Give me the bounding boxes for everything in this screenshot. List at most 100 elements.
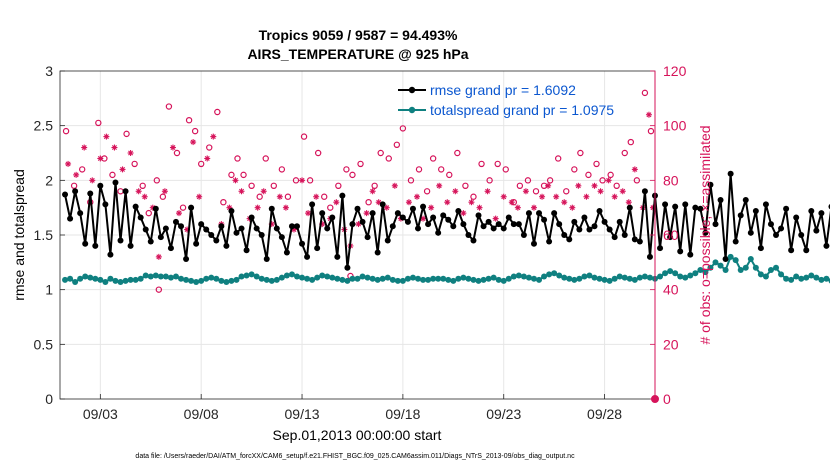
x-tick-label: 09/03 (83, 406, 118, 422)
totalspread-point (283, 272, 290, 279)
obs-possible-point (214, 108, 221, 116)
totalspread-point (157, 273, 164, 280)
rmse-point (92, 242, 99, 249)
obs-assimilated-point (204, 155, 211, 162)
obs-possible-point (145, 209, 152, 217)
y-right-tick-label: 40 (663, 282, 679, 298)
obs-possible-point (240, 171, 247, 179)
rmse-point (415, 225, 422, 232)
totalspread-point (112, 277, 119, 284)
obs-possible-point (546, 177, 554, 184)
obs-assimilated-point (611, 193, 618, 200)
totalspread-point (692, 270, 699, 277)
rmse-point (646, 253, 653, 260)
obs-possible-point (607, 171, 614, 179)
rmse-point (798, 232, 805, 238)
rmse-point (626, 204, 633, 211)
totalspread-point (183, 276, 190, 283)
totalspread-point (72, 279, 79, 286)
obs-assimilated-point (492, 215, 499, 222)
obs-assimilated-point (508, 199, 515, 206)
rmse-point (147, 238, 154, 245)
obs-assimilated-point (119, 166, 126, 173)
rmse-point (813, 227, 820, 234)
rmse-point (304, 253, 311, 260)
rmse-point (137, 214, 144, 221)
obs-possible-point (446, 171, 453, 179)
rmse-point (198, 221, 205, 228)
totalspread-point (364, 274, 371, 281)
rmse-point (687, 251, 694, 258)
obs-possible-point (278, 166, 286, 173)
totalspread-point (546, 271, 553, 278)
totalspread-point (117, 279, 124, 286)
rmse-point (102, 201, 109, 208)
obs-possible-point (335, 182, 342, 189)
rmse-point (440, 212, 447, 219)
rmse-point (778, 225, 785, 232)
rmse-point (394, 210, 401, 217)
rmse-point (167, 245, 174, 252)
y-left-tick-label: 2 (45, 172, 53, 188)
rmse-point (62, 191, 69, 198)
rmse-point (183, 256, 190, 263)
obs-possible-point (423, 188, 431, 195)
obs-possible-point (385, 155, 392, 162)
obs-layer (62, 89, 659, 403)
totalspread-point (228, 277, 235, 284)
obs-assimilated-point (530, 204, 537, 211)
totalspread-point (687, 272, 694, 279)
rmse-point (127, 242, 134, 249)
totalspread-point (636, 274, 643, 281)
x-tick-label: 09/13 (285, 406, 320, 422)
obs-possible-point (321, 193, 328, 200)
y-left-tick-label: 0 (45, 391, 53, 407)
obs-assimilated-point (553, 193, 560, 200)
rmse-point (404, 218, 411, 225)
rmse-point (515, 221, 522, 228)
rmse-point (233, 229, 240, 236)
totalspread-point (263, 276, 270, 283)
totalspread-point (722, 266, 729, 273)
x-tick-label: 09/18 (385, 406, 420, 422)
totalspread-point (530, 275, 537, 282)
rmse-point (334, 253, 341, 260)
obs-possible-point (131, 160, 138, 168)
totalspread-point (344, 277, 351, 284)
rmse-point (536, 210, 543, 217)
obs-assimilated-point (97, 155, 104, 162)
totalspread-point (551, 270, 558, 277)
obs-possible-point (470, 193, 477, 200)
rmse-point (636, 238, 643, 245)
rmse-point (213, 237, 220, 244)
totalspread-point (253, 273, 260, 280)
totalspread-point (611, 275, 618, 282)
totalspread-point (788, 276, 795, 283)
rmse-point (142, 226, 149, 233)
rmse-point (455, 207, 462, 214)
rmse-point (243, 247, 250, 254)
rmse-point (238, 225, 245, 232)
rmse-point (67, 215, 74, 222)
obs-assimilated-point (333, 199, 340, 206)
obs-possible-point (109, 171, 116, 179)
totalspread-point (268, 277, 275, 284)
rmse-point (117, 237, 124, 244)
totalspread-point (813, 274, 820, 281)
obs-possible-point (185, 116, 193, 124)
rmse-point (606, 226, 613, 233)
rmse-point (551, 210, 558, 217)
obs-possible-point (613, 182, 620, 189)
rmse-point (747, 229, 754, 236)
rmse-point (500, 225, 507, 232)
totalspread-point (82, 273, 89, 280)
totalspread-point (208, 274, 215, 281)
obs-assimilated-point (232, 177, 239, 184)
obs-possible-point (486, 177, 493, 184)
obs-possible-point (429, 155, 437, 162)
y-left-tick-label: 1.5 (34, 227, 54, 243)
rmse-point (445, 216, 452, 223)
totalspread-point (702, 269, 709, 276)
obs-possible-point (585, 171, 592, 179)
obs-possible-point (95, 119, 102, 127)
